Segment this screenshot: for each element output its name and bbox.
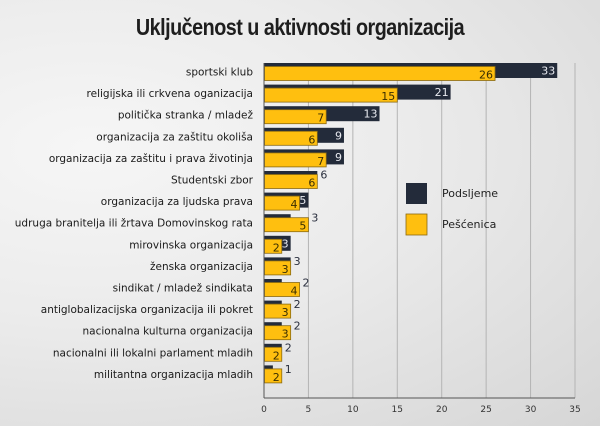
category-label: organizacija za zaštitu okoliša	[96, 131, 253, 143]
value-label-podsljeme: 2	[294, 320, 301, 333]
value-label-podsljeme: 2	[303, 277, 310, 290]
value-label-pescenica: 2	[273, 241, 280, 254]
legend-label-podsljeme: Podsljeme	[442, 187, 498, 200]
category-label: militantna organizacija mladih	[94, 369, 253, 381]
value-label-podsljeme: 33	[541, 65, 555, 78]
value-label-podsljeme: 13	[364, 108, 378, 121]
value-label-podsljeme: 9	[335, 151, 342, 164]
value-label-podsljeme: 21	[435, 86, 449, 99]
category-label: organizacija za zaštitu i prava životinj…	[49, 153, 253, 165]
category-label: nacionalna kulturna organizacija	[82, 326, 253, 338]
category-label: organizacija za ljudska prava	[101, 196, 253, 208]
bar-pescenica	[264, 87, 398, 103]
category-label: religijska ili crkvena oganizacija	[87, 88, 253, 100]
value-label-podsljeme: 1	[285, 363, 292, 376]
value-label-podsljeme: 6	[320, 169, 327, 182]
category-labels: sportski klub religijska ili crkvena ogan…	[15, 67, 254, 381]
value-label-podsljeme: 5	[299, 194, 306, 207]
chart-title: Uključenost u aktivnosti organizacija	[135, 14, 465, 40]
legend-label-pescenica: Pešćenica	[442, 218, 496, 231]
value-label-pescenica: 6	[308, 133, 315, 146]
value-label-pescenica: 5	[299, 220, 306, 233]
value-label-podsljeme: 3	[311, 212, 318, 225]
x-tick-label: 0	[261, 405, 267, 415]
value-label-podsljeme: 2	[294, 298, 301, 311]
value-label-podsljeme: 3	[294, 255, 301, 268]
value-label-pescenica: 3	[282, 328, 289, 341]
category-label: udruga branitelja ili žrtava Domovinskog…	[15, 218, 253, 230]
x-axis: 0 5 10 15 20 25 30 35	[261, 63, 581, 415]
legend: Podsljeme Pešćenica	[405, 183, 498, 236]
legend-swatch-pescenica	[405, 213, 428, 236]
value-label-pescenica: 4	[291, 285, 298, 298]
x-tick-label: 5	[306, 405, 312, 415]
category-label: sportski klub	[186, 67, 253, 79]
value-label-pescenica: 2	[273, 371, 280, 384]
x-tick-label: 25	[480, 405, 491, 415]
x-tick-label: 20	[436, 405, 448, 415]
category-label: politička stranka / mladež	[118, 110, 254, 122]
category-label: antiglobalizacijska organizacija ili pok…	[41, 304, 253, 316]
value-label-podsljeme: 2	[285, 341, 292, 354]
value-label-podsljeme: 3	[282, 237, 289, 250]
value-label-pescenica: 3	[282, 263, 289, 276]
value-label-pescenica: 7	[317, 155, 324, 168]
category-label: ženska organizacija	[150, 261, 253, 273]
category-label: nacionalni ili lokalni parlament mladih	[53, 347, 253, 359]
value-label-pescenica: 4	[291, 198, 298, 211]
value-label-pescenica: 6	[308, 177, 315, 190]
value-label-pescenica: 26	[479, 69, 493, 82]
x-tick-label: 15	[392, 405, 403, 415]
category-label: Studentski zbor	[171, 175, 254, 187]
value-label-podsljeme: 9	[335, 129, 342, 142]
category-label: sindikat / mladež sindikata	[113, 283, 253, 295]
bar-pescenica	[264, 66, 496, 81]
x-tick-label: 10	[347, 405, 359, 415]
x-tick-label: 35	[569, 405, 580, 415]
value-label-pescenica: 15	[381, 90, 395, 103]
value-label-pescenica: 7	[317, 112, 324, 125]
x-tick-label: 30	[525, 405, 537, 415]
legend-swatch-podsljeme	[406, 183, 427, 204]
value-label-pescenica: 2	[273, 349, 280, 362]
value-label-pescenica: 3	[282, 306, 289, 319]
category-label: mirovinska organizacija	[129, 239, 253, 251]
